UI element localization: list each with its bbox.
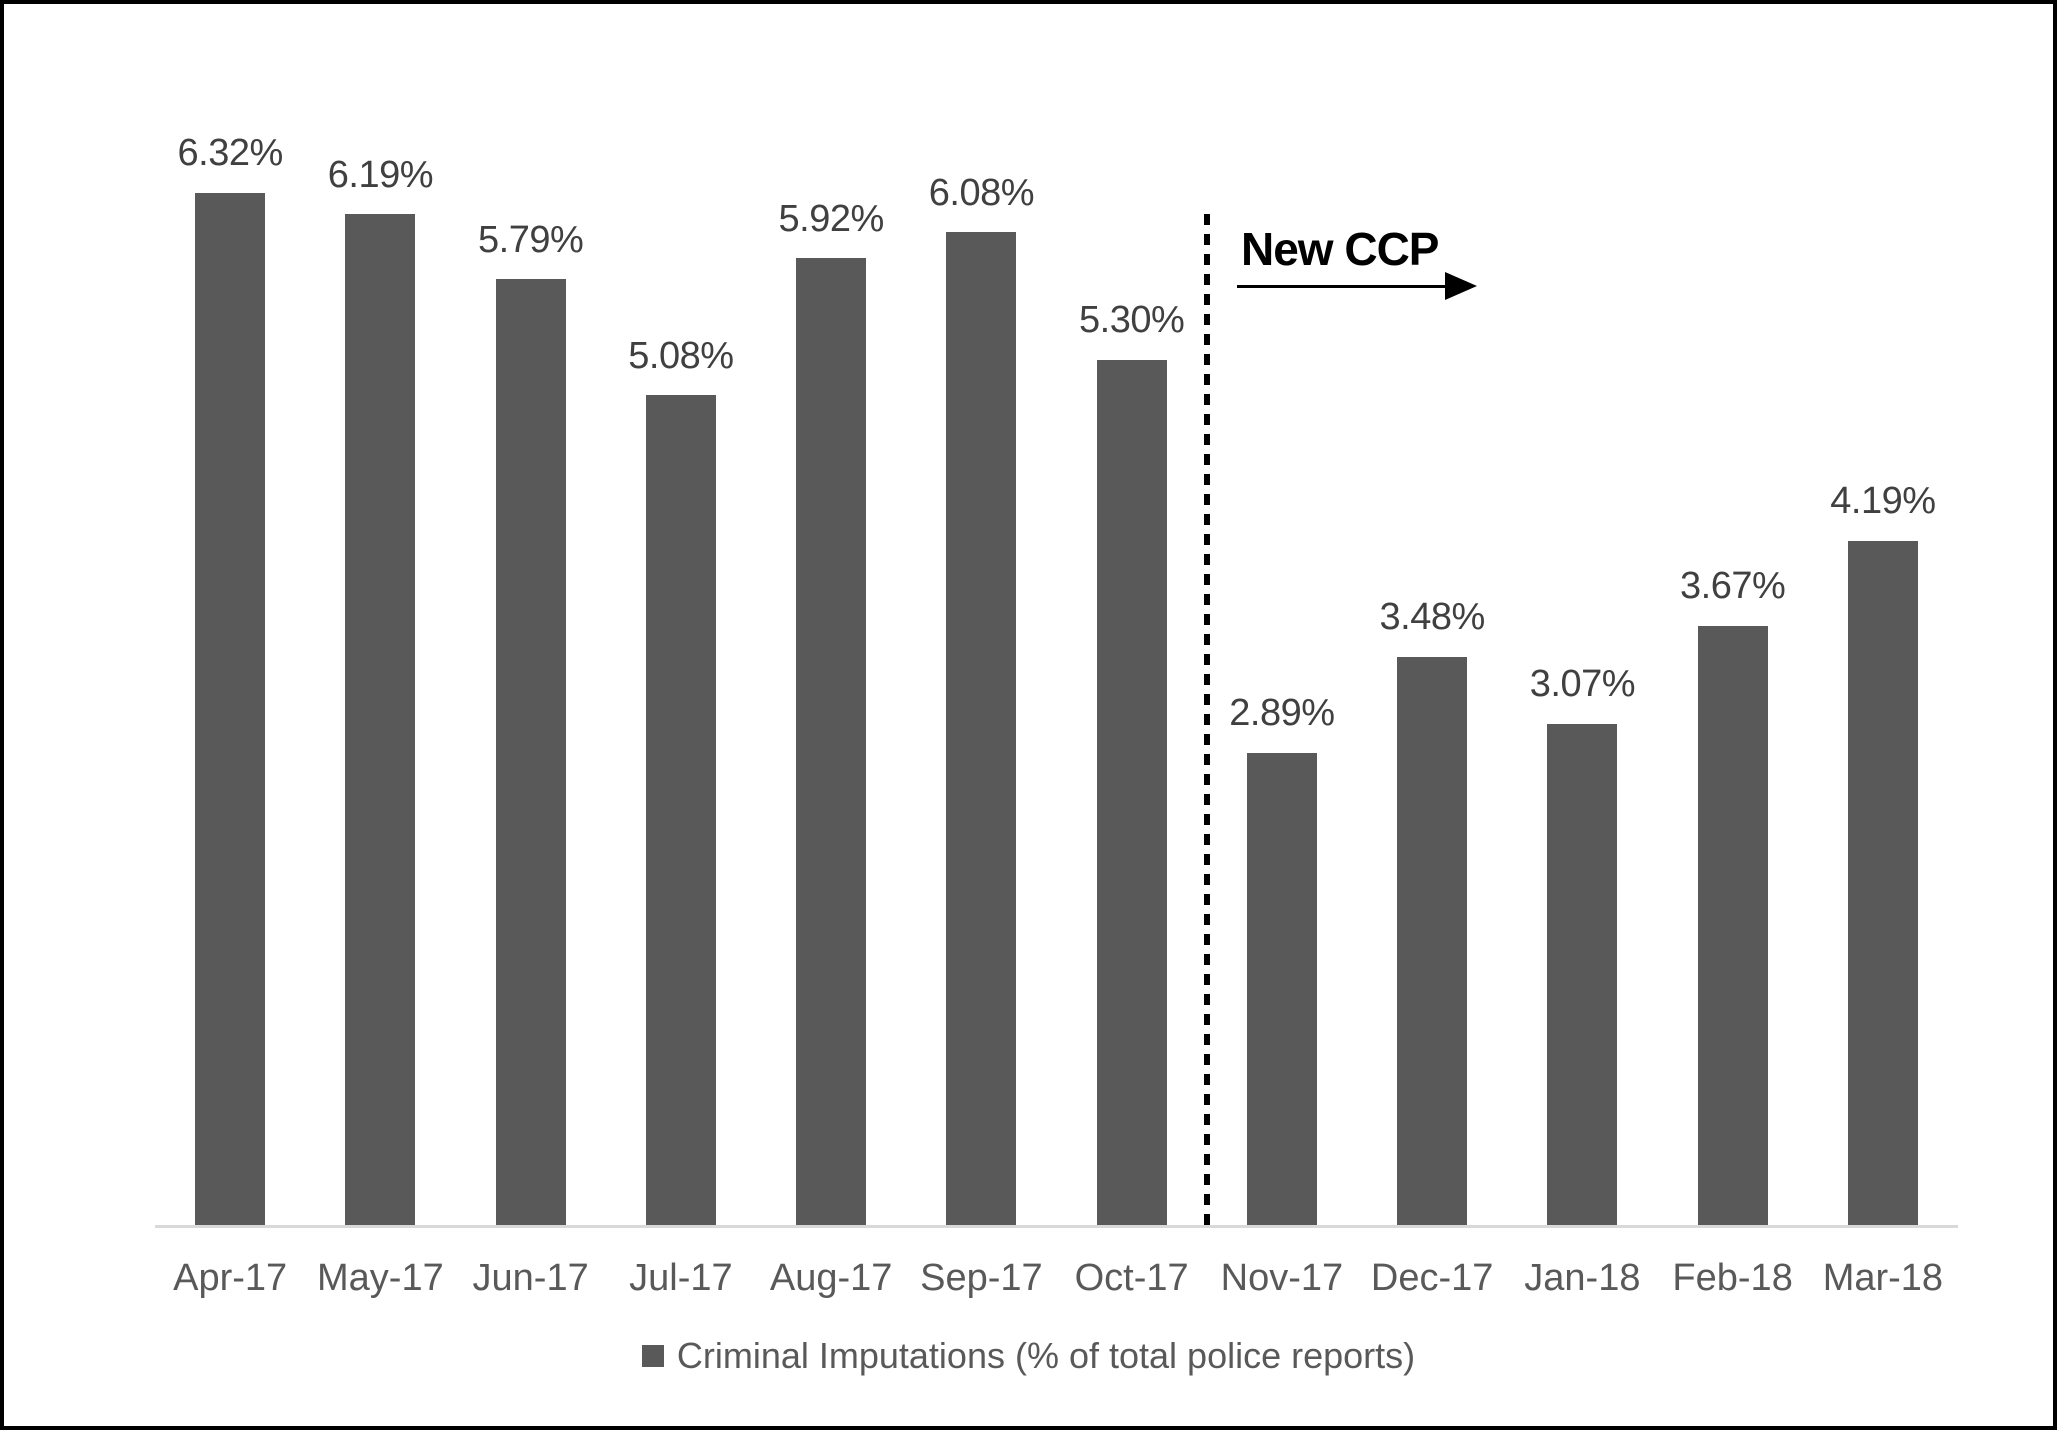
x-axis-label: May-17 — [317, 1257, 444, 1299]
x-axis-label: Jul-17 — [629, 1257, 733, 1299]
bar-Jan-18 — [1547, 723, 1618, 1225]
bar-value-label: 4.19% — [1830, 480, 1936, 523]
bar-Aug-17 — [796, 258, 867, 1225]
bar-value-label: 6.19% — [327, 153, 434, 196]
bar-Jun-17 — [495, 279, 566, 1225]
x-axis-label: Dec-17 — [1370, 1257, 1494, 1299]
bar-Sep-17 — [946, 232, 1017, 1225]
x-axis-label: Jun-17 — [472, 1257, 589, 1299]
bar-Feb-18 — [1697, 625, 1768, 1225]
bar-value-label: 3.48% — [1379, 596, 1486, 639]
x-axis-label: Feb-18 — [1672, 1257, 1793, 1299]
bar-May-17 — [345, 214, 416, 1225]
bar-value-label: 5.92% — [778, 197, 885, 240]
arrow-line — [1237, 285, 1449, 288]
bar-value-label: 2.89% — [1229, 692, 1335, 735]
bar-Dec-17 — [1397, 656, 1468, 1225]
x-axis-label: Nov-17 — [1220, 1257, 1344, 1299]
bar-value-label: 5.30% — [1079, 298, 1185, 341]
legend: Criminal Imputations (% of total police … — [0, 1332, 2057, 1380]
bar-Mar-18 — [1847, 540, 1918, 1225]
bar-Jul-17 — [645, 395, 716, 1225]
x-axis-label: Jan-18 — [1524, 1257, 1641, 1299]
ccp-divider-line — [1203, 214, 1210, 1225]
x-axis-label: Sep-17 — [920, 1257, 1043, 1299]
x-axis-label: Apr-17 — [173, 1257, 288, 1299]
x-axis-label: Mar-18 — [1822, 1257, 1944, 1299]
bar-Nov-17 — [1246, 753, 1317, 1225]
legend-marker-icon — [641, 1345, 664, 1367]
x-axis-line — [155, 1225, 1958, 1228]
arrow-right-icon — [1445, 272, 1477, 300]
bar-value-label: 3.07% — [1529, 663, 1636, 706]
bar-value-label: 3.67% — [1680, 565, 1786, 608]
bar-value-label: 5.79% — [478, 218, 584, 261]
bar-value-label: 6.08% — [928, 171, 1035, 214]
bar-Oct-17 — [1096, 359, 1167, 1225]
bar-value-label: 6.32% — [177, 132, 284, 175]
bar-value-label: 5.08% — [628, 334, 734, 377]
bar-Apr-17 — [195, 192, 266, 1225]
ccp-annotation-label: New CCP — [1241, 223, 1439, 275]
x-axis-label: Oct-17 — [1074, 1257, 1189, 1299]
legend-label: Criminal Imputations (% of total police … — [676, 1335, 1416, 1377]
x-axis-label: Aug-17 — [769, 1257, 893, 1299]
